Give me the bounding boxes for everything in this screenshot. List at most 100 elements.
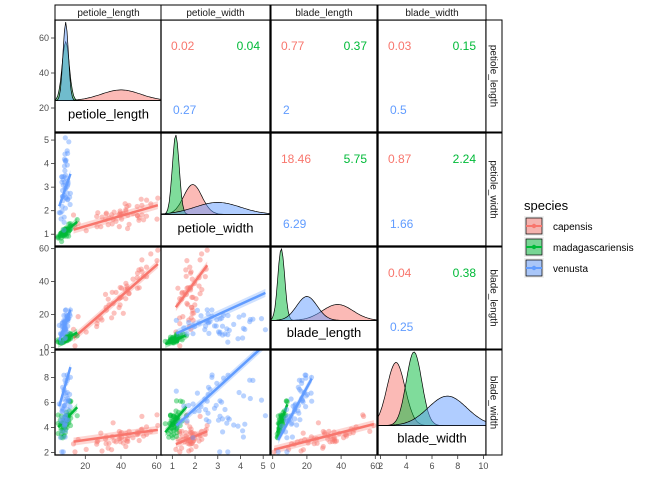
- corr-value-capensis: 0.04: [388, 266, 412, 280]
- point-madagascariensis-22: [274, 431, 280, 437]
- point-capensis-16: [105, 296, 111, 302]
- diagonal-label-petiole_width: petiole_width: [178, 220, 254, 235]
- point-madagascariensis-19: [58, 434, 64, 440]
- corr-value-madagascariensis: 0.38: [453, 266, 477, 280]
- point-capensis-45: [329, 438, 335, 445]
- point-venusta-44: [56, 322, 62, 328]
- point-venusta-4: [62, 329, 68, 335]
- panel-petiole_width-petiole_width-border: [160, 132, 271, 247]
- point-venusta-8: [303, 393, 309, 399]
- point-venusta-28: [65, 417, 71, 423]
- point-venusta-18: [250, 316, 256, 322]
- point-madagascariensis-8: [66, 221, 72, 227]
- point-madagascariensis-16: [168, 428, 174, 434]
- legend-title: species: [524, 198, 569, 213]
- point-capensis-29: [184, 300, 190, 306]
- point-madagascariensis-48: [60, 435, 66, 441]
- point-venusta-28: [65, 196, 71, 202]
- strip-top-label-blade_width: blade_width: [405, 8, 458, 19]
- ytick-label-blade_length-0: 0: [44, 342, 49, 352]
- point-venusta-11: [57, 435, 64, 441]
- point-venusta-3: [294, 422, 300, 428]
- point-madagascariensis-5: [169, 335, 176, 341]
- strip-top-label-blade_length: blade_length: [295, 8, 352, 19]
- regression-line-venusta: [277, 378, 313, 441]
- diagonal-label-petiole_length: petiole_length: [68, 107, 149, 122]
- point-venusta-27: [63, 420, 69, 426]
- point-capensis-27: [123, 296, 129, 302]
- point-venusta-46: [303, 372, 309, 378]
- point-madagascariensis-4: [66, 408, 72, 414]
- point-venusta-20: [205, 311, 211, 317]
- point-venusta-16: [62, 335, 69, 341]
- point-venusta-37: [225, 332, 231, 338]
- point-capensis-25: [126, 221, 132, 227]
- point-venusta-13: [279, 423, 285, 429]
- point-capensis-11: [199, 287, 205, 293]
- point-venusta-9: [262, 327, 268, 333]
- point-capensis-6: [126, 202, 132, 208]
- point-capensis-23: [113, 218, 119, 224]
- panel-blade_width-blade_length: [271, 372, 377, 455]
- point-capensis-1: [175, 436, 181, 442]
- point-capensis-14: [130, 435, 136, 441]
- point-capensis-7: [196, 283, 202, 289]
- point-capensis-5: [173, 446, 179, 452]
- point-madagascariensis-20: [74, 413, 80, 419]
- point-capensis-1: [125, 436, 131, 442]
- point-capensis-38: [183, 273, 189, 279]
- point-venusta-3: [62, 422, 68, 428]
- point-venusta-46: [225, 312, 231, 319]
- point-capensis-32: [187, 429, 193, 435]
- regression-line-venusta: [58, 366, 72, 407]
- point-capensis-28: [204, 422, 210, 429]
- point-venusta-25: [196, 408, 202, 414]
- point-venusta-42: [61, 156, 68, 162]
- point-capensis-1: [125, 225, 131, 232]
- point-madagascariensis-46: [170, 334, 177, 340]
- point-venusta-10: [61, 219, 67, 225]
- ytick-label-petiole_width-4: 4: [44, 159, 49, 169]
- point-venusta-41: [258, 397, 265, 403]
- point-venusta-6: [247, 395, 253, 402]
- point-venusta-12: [226, 327, 232, 333]
- point-venusta-8: [241, 393, 247, 399]
- point-venusta-45: [206, 330, 212, 336]
- panel-blade_length-petiole_width: [162, 247, 268, 349]
- point-capensis-22: [75, 314, 81, 320]
- point-venusta-36: [62, 205, 68, 211]
- point-venusta-8: [63, 157, 69, 163]
- point-capensis-48: [187, 439, 193, 445]
- point-venusta-36: [194, 307, 200, 313]
- point-capensis-5: [83, 329, 89, 335]
- point-madagascariensis-33: [68, 398, 74, 404]
- point-venusta-13: [235, 336, 241, 342]
- point-capensis-23: [113, 289, 119, 295]
- point-madagascariensis-42: [180, 399, 186, 405]
- corr-value-madagascariensis: 0.15: [453, 39, 477, 53]
- point-venusta-35: [222, 406, 228, 413]
- point-capensis-9: [98, 430, 104, 436]
- corr-value-madagascariensis: 2.24: [453, 152, 477, 166]
- point-madagascariensis-30: [59, 238, 65, 245]
- point-capensis-31: [308, 434, 314, 440]
- point-capensis-27: [193, 443, 199, 450]
- point-venusta-40: [240, 434, 246, 440]
- point-venusta-20: [304, 391, 310, 397]
- point-venusta-8: [241, 312, 247, 318]
- corr-value-venusta: 0.27: [173, 103, 197, 117]
- xtick-label-petiole_width-1: 1: [170, 461, 175, 471]
- point-capensis-12: [189, 310, 195, 316]
- point-madagascariensis-14: [63, 423, 69, 429]
- point-capensis-19: [102, 291, 109, 297]
- point-capensis-13: [109, 289, 115, 295]
- point-venusta-33: [63, 194, 69, 200]
- panel-blade_width-blade_length-border: [270, 349, 378, 456]
- point-venusta-8: [63, 393, 69, 399]
- point-capensis-26: [109, 212, 115, 218]
- point-madagascariensis-39: [61, 432, 67, 438]
- point-madagascariensis-5: [63, 421, 69, 427]
- xtick-label-petiole_width-5: 5: [261, 461, 266, 471]
- point-capensis-24: [134, 212, 141, 219]
- point-capensis-24: [187, 270, 194, 276]
